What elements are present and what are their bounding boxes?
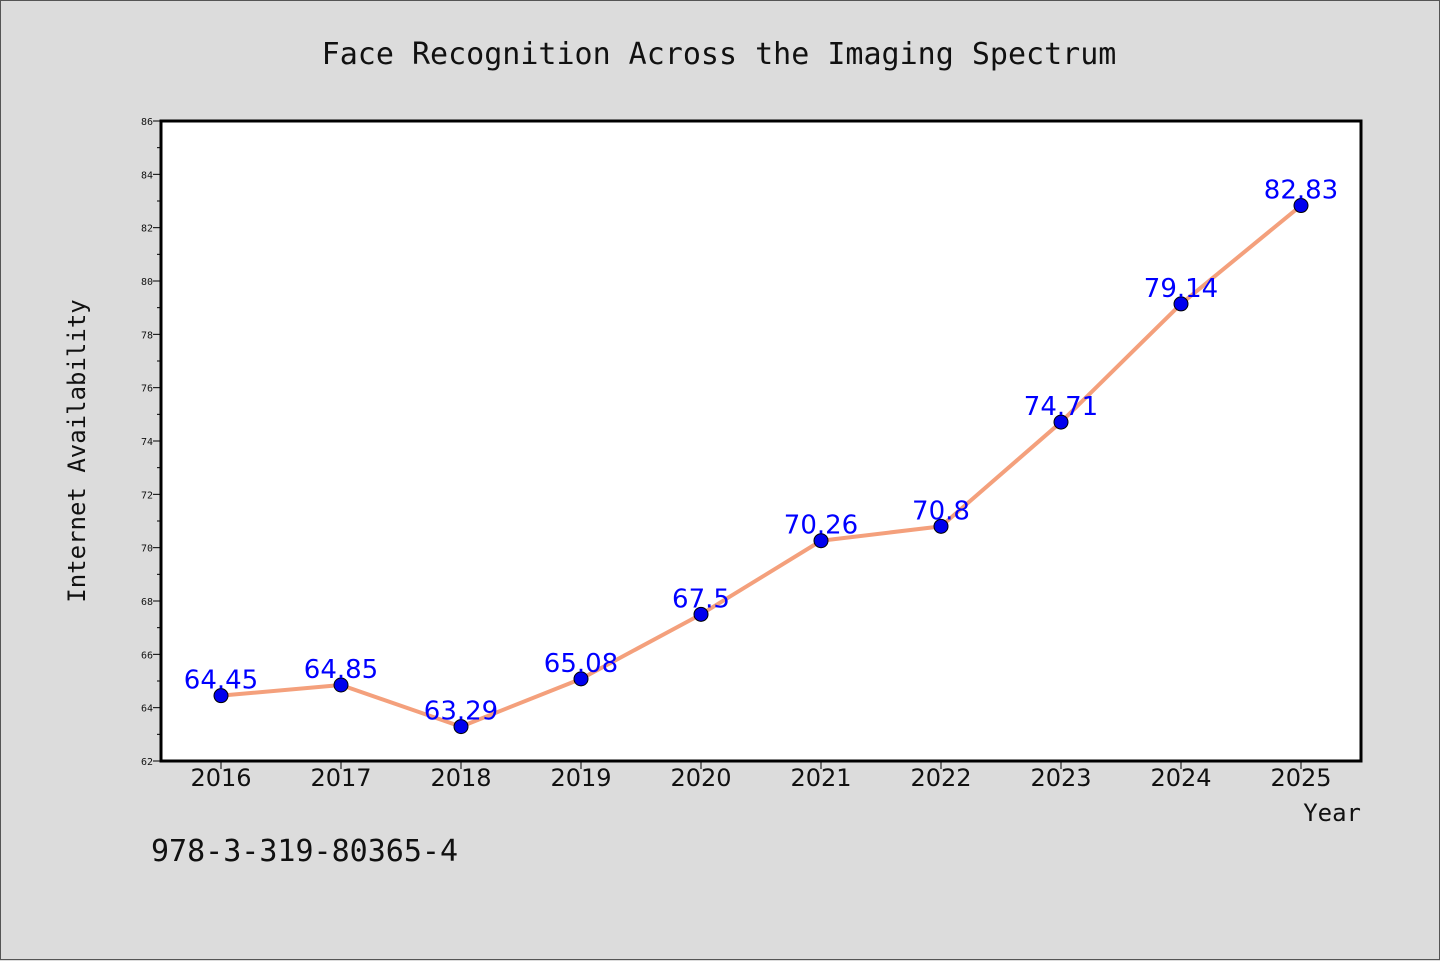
data-point bbox=[1173, 296, 1189, 312]
x-axis-ticks: 2016 2017 2018 2019 2020 2021 2022 2023 2024 2025 bbox=[190, 761, 1332, 792]
data-point bbox=[1293, 198, 1309, 214]
y-tick-label: 80 bbox=[141, 277, 153, 288]
data-point bbox=[573, 671, 589, 687]
data-point bbox=[693, 606, 709, 622]
data-series: 64.45 64.85 63.29 65.08 67.5 70.26 70.8 74.71 79… bbox=[184, 176, 1338, 735]
y-tick-label: 86 bbox=[141, 117, 153, 128]
data-point bbox=[213, 688, 229, 704]
x-tick-label: 2023 bbox=[1030, 764, 1091, 792]
data-point bbox=[333, 677, 349, 693]
y-tick-label: 78 bbox=[141, 330, 153, 341]
y-tick-label: 84 bbox=[141, 170, 153, 181]
data-point bbox=[453, 719, 469, 735]
data-label: 63.29 bbox=[424, 697, 498, 727]
y-tick-label: 66 bbox=[141, 650, 153, 661]
x-tick-label: 2017 bbox=[310, 764, 371, 792]
x-tick-label: 2019 bbox=[550, 764, 611, 792]
x-tick-label: 2024 bbox=[1150, 764, 1211, 792]
y-tick-label: 74 bbox=[141, 437, 153, 448]
data-label: 79.14 bbox=[1144, 274, 1218, 304]
data-label: 67.5 bbox=[672, 584, 730, 614]
data-point bbox=[813, 533, 829, 549]
data-label: 74.71 bbox=[1024, 392, 1098, 422]
isbn-footnote: 978-3-319-80365-4 bbox=[151, 834, 459, 869]
x-tick-label: 2018 bbox=[430, 764, 491, 792]
data-point bbox=[933, 518, 949, 534]
y-tick-label: 72 bbox=[141, 490, 153, 501]
y-tick-label: 68 bbox=[141, 597, 153, 608]
data-label: 82.83 bbox=[1264, 176, 1338, 206]
y-axis-ticks: 62 64 66 68 70 72 74 76 78 80 82 84 86 bbox=[141, 117, 161, 768]
x-tick-label: 2021 bbox=[790, 764, 851, 792]
x-tick-label: 2016 bbox=[190, 764, 251, 792]
plot-area bbox=[159, 119, 1363, 763]
y-tick-label: 62 bbox=[141, 757, 153, 768]
y-tick-label: 70 bbox=[141, 544, 153, 555]
series-line bbox=[219, 203, 1303, 729]
x-axis-label: Year bbox=[1303, 799, 1361, 827]
data-label: 70.8 bbox=[912, 496, 970, 526]
data-label: 65.08 bbox=[544, 649, 618, 679]
data-label: 70.26 bbox=[784, 511, 858, 541]
data-label: 64.85 bbox=[304, 655, 378, 685]
x-tick-label: 2025 bbox=[1270, 764, 1331, 792]
y-tick-label: 82 bbox=[141, 224, 153, 235]
chart-title: Face Recognition Across the Imaging Spec… bbox=[322, 37, 1117, 72]
x-tick-label: 2020 bbox=[670, 764, 731, 792]
data-label: 64.45 bbox=[184, 666, 258, 696]
y-tick-label: 64 bbox=[141, 704, 153, 715]
y-tick-label: 76 bbox=[141, 384, 153, 395]
y-axis-label: Internet Availability bbox=[63, 299, 91, 602]
x-tick-label: 2022 bbox=[910, 764, 971, 792]
data-point bbox=[1053, 414, 1069, 430]
